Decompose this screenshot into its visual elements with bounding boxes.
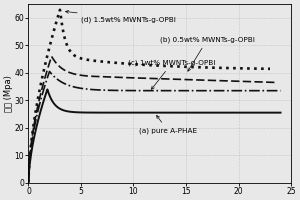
Text: (c) 1wt% MWNTs-g-OPBI: (c) 1wt% MWNTs-g-OPBI — [128, 60, 216, 89]
Text: (a) pure A-PHAE: (a) pure A-PHAE — [139, 115, 197, 134]
Y-axis label: 应力 (Mpa): 应力 (Mpa) — [4, 75, 13, 112]
Text: (d) 1.5wt% MWNTs-g-OPBI: (d) 1.5wt% MWNTs-g-OPBI — [66, 10, 176, 23]
Text: (b) 0.5wt% MWNTs-g-OPBI: (b) 0.5wt% MWNTs-g-OPBI — [160, 37, 255, 71]
